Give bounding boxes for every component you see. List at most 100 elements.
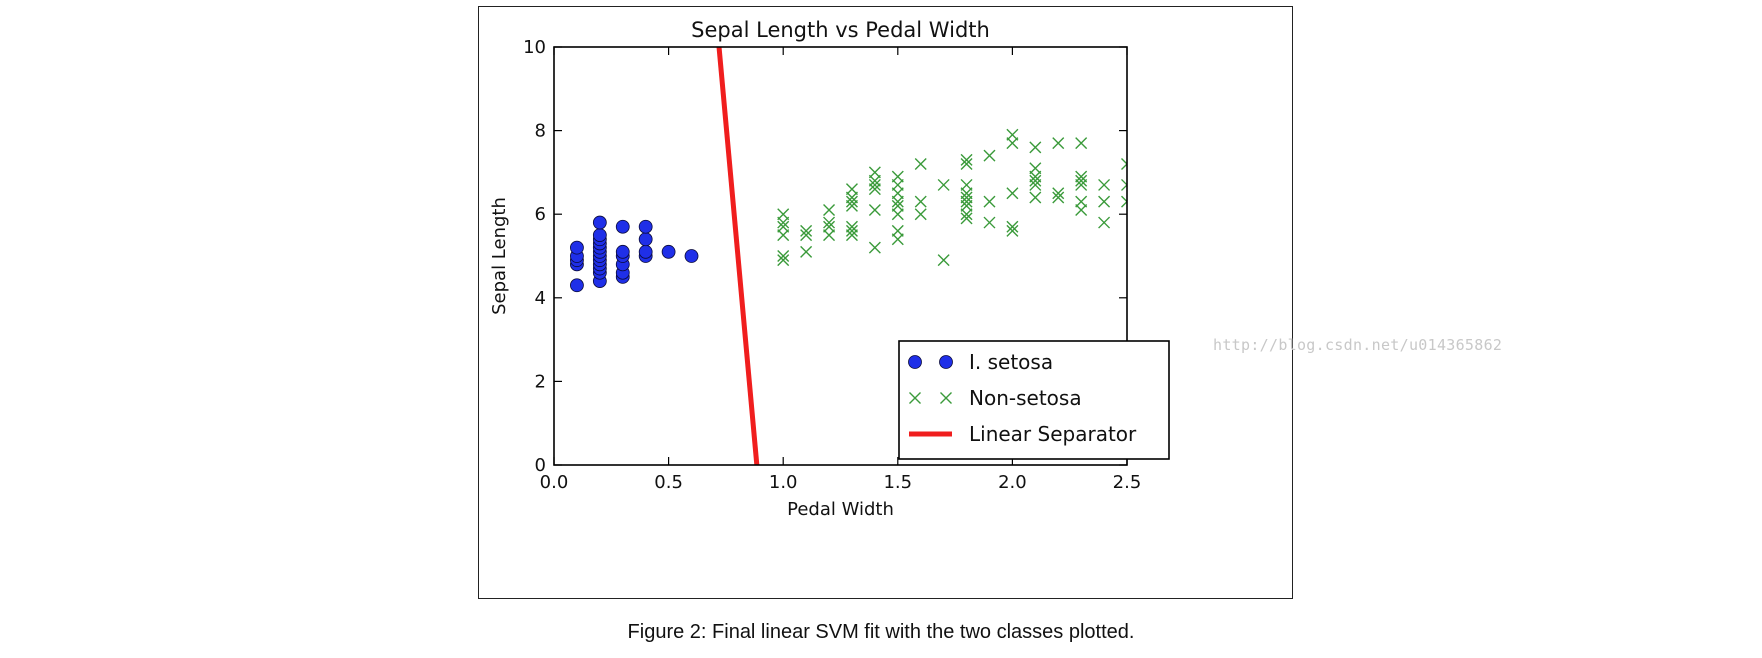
non-setosa-point bbox=[1029, 178, 1042, 191]
legend-non-setosa-marker bbox=[909, 392, 921, 404]
non-setosa-point bbox=[914, 208, 927, 221]
non-setosa-point bbox=[845, 220, 858, 233]
legend-setosa-marker bbox=[939, 355, 953, 369]
non-setosa-point bbox=[914, 158, 927, 171]
plot-area bbox=[570, 47, 1127, 465]
non-setosa-point bbox=[891, 233, 904, 246]
non-setosa-point bbox=[960, 195, 973, 208]
non-setosa-point bbox=[1006, 224, 1019, 237]
non-setosa-point bbox=[960, 158, 973, 171]
figure-caption: Figure 2: Final linear SVM fit with the … bbox=[627, 621, 1135, 643]
y-tick-label: 0 bbox=[535, 455, 546, 476]
non-setosa-point bbox=[1098, 216, 1111, 229]
x-tick-label: 0.0 bbox=[540, 472, 569, 493]
non-setosa-point bbox=[891, 170, 904, 183]
x-axis-label: Pedal Width bbox=[787, 499, 894, 520]
legend-non-setosa-marker bbox=[940, 392, 952, 404]
non-setosa-point bbox=[1029, 174, 1042, 187]
non-setosa-point bbox=[777, 208, 790, 221]
non-setosa-point bbox=[777, 254, 790, 267]
non-setosa-point bbox=[800, 245, 813, 258]
non-setosa-point bbox=[1029, 141, 1042, 154]
non-setosa-point bbox=[777, 216, 790, 229]
setosa-point bbox=[684, 249, 699, 263]
y-tick-label: 2 bbox=[535, 371, 546, 392]
non-setosa-point bbox=[845, 191, 858, 204]
non-setosa-point bbox=[960, 212, 973, 225]
non-setosa-point bbox=[1098, 178, 1111, 191]
x-tick-label: 2.0 bbox=[998, 472, 1027, 493]
legend-setosa-marker bbox=[908, 355, 922, 369]
setosa-point bbox=[570, 278, 584, 293]
non-setosa-point bbox=[868, 174, 881, 187]
non-setosa-point bbox=[960, 153, 973, 166]
non-setosa-point bbox=[983, 216, 996, 229]
non-setosa-point bbox=[845, 199, 858, 212]
x-tick-label: 0.5 bbox=[654, 472, 683, 493]
non-setosa-point bbox=[845, 224, 858, 237]
non-setosa-point bbox=[800, 224, 813, 237]
non-setosa-point bbox=[777, 250, 790, 262]
non-setosa-point bbox=[960, 191, 973, 204]
non-setosa-point bbox=[823, 204, 836, 217]
non-setosa-point bbox=[845, 195, 858, 208]
non-setosa-point bbox=[1006, 137, 1019, 150]
non-setosa-point bbox=[1052, 187, 1065, 200]
non-setosa-point bbox=[868, 166, 881, 179]
non-setosa-point bbox=[823, 229, 836, 242]
chart-title: Sepal Length vs Pedal Width bbox=[691, 18, 990, 42]
non-setosa-point bbox=[891, 199, 904, 212]
non-setosa-point bbox=[1029, 162, 1042, 175]
scatter-chart: Sepal Length vs Pedal Width 0.0 0.5 1.0 1.5 2… bbox=[489, 18, 1170, 520]
watermark-text: http://blog.csdn.net/u014365862 bbox=[1213, 336, 1503, 354]
non-setosa-point bbox=[868, 178, 881, 191]
setosa-point bbox=[592, 228, 607, 243]
non-setosa-point bbox=[1121, 178, 1127, 191]
non-setosa-point bbox=[1075, 137, 1088, 150]
setosa-point bbox=[570, 240, 584, 255]
non-setosa-point bbox=[1075, 195, 1088, 208]
non-setosa-point bbox=[1029, 191, 1042, 204]
non-setosa-point bbox=[1006, 220, 1019, 233]
x-tick-label: 1.0 bbox=[769, 472, 798, 493]
non-setosa-point bbox=[823, 216, 836, 229]
legend-label: Non-setosa bbox=[969, 386, 1082, 410]
non-setosa-point bbox=[1121, 195, 1127, 208]
non-setosa-point bbox=[937, 254, 950, 267]
non-setosa-point bbox=[1075, 170, 1088, 183]
non-setosa-point bbox=[1075, 178, 1088, 191]
non-setosa-point bbox=[1075, 174, 1088, 187]
non-setosa-point bbox=[891, 187, 904, 200]
setosa-point bbox=[638, 219, 653, 234]
non-setosa-point bbox=[845, 229, 858, 242]
non-setosa-point bbox=[1121, 158, 1127, 171]
non-setosa-point bbox=[983, 195, 996, 208]
non-setosa-point bbox=[823, 220, 836, 233]
setosa-point bbox=[638, 232, 653, 247]
non-setosa-point bbox=[1075, 204, 1088, 217]
non-setosa-point bbox=[868, 204, 881, 217]
y-tick-label: 4 bbox=[535, 288, 546, 309]
plot-frame bbox=[553, 46, 1128, 466]
y-tick-label: 8 bbox=[535, 121, 546, 142]
y-axis-label: Sepal Length bbox=[489, 197, 510, 315]
non-setosa-point bbox=[960, 178, 973, 191]
linear-separator-line bbox=[716, 47, 760, 465]
non-setosa-point bbox=[891, 195, 904, 208]
setosa-point bbox=[615, 244, 630, 259]
setosa-point bbox=[592, 215, 607, 230]
non-setosa-point bbox=[1006, 187, 1019, 200]
setosa-point bbox=[661, 244, 676, 259]
non-setosa-point bbox=[800, 229, 813, 242]
figure-frame: Sepal Length vs Pedal Width 0.0 0.5 1.0 1.5 2… bbox=[478, 6, 1502, 599]
non-setosa-point bbox=[960, 187, 973, 200]
non-setosa-point bbox=[1006, 128, 1019, 141]
non-setosa-point bbox=[777, 229, 790, 242]
non-setosa-point bbox=[1052, 137, 1065, 150]
x-tick-label: 1.5 bbox=[883, 472, 912, 493]
non-setosa-point bbox=[1029, 170, 1042, 183]
non-setosa-point bbox=[891, 208, 904, 221]
y-tick-label: 6 bbox=[535, 204, 546, 225]
non-setosa-point bbox=[891, 224, 904, 237]
non-setosa-point bbox=[983, 149, 996, 162]
